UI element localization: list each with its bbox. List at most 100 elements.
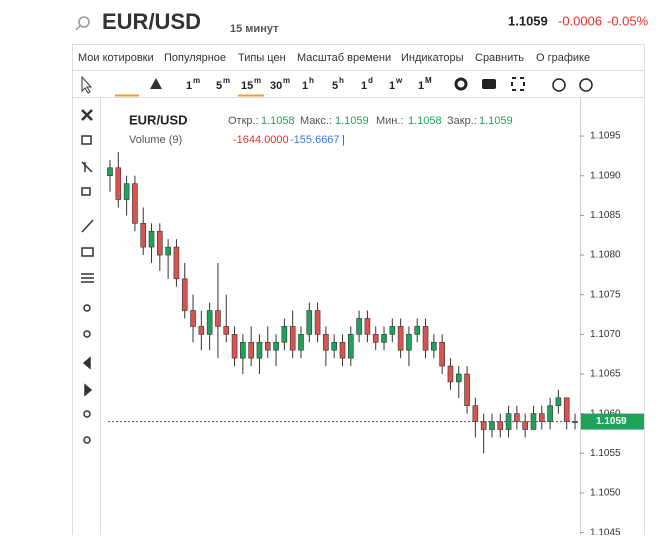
timeframe-unit[interactable]: h (339, 76, 344, 85)
timeframe-unit[interactable]: w (395, 76, 403, 85)
candle-body (422, 326, 429, 351)
timeframe[interactable]: 1 (361, 80, 367, 92)
candle-body (123, 183, 130, 200)
menu-item[interactable]: Сравнить (475, 52, 524, 64)
settings[interactable] (454, 77, 468, 91)
candle-body (563, 397, 570, 422)
candle-body (240, 341, 246, 359)
area-type[interactable] (150, 78, 162, 89)
timeframe[interactable]: 1 (389, 80, 395, 92)
draw-tool[interactable] (81, 187, 91, 196)
candle-body (497, 421, 504, 430)
candle-body (339, 341, 346, 359)
candle-body (157, 230, 163, 256)
timeframe[interactable]: 30 (270, 80, 282, 92)
candle-body (306, 310, 313, 335)
fib-tool[interactable] (81, 273, 94, 283)
zoom-tool[interactable] (83, 436, 91, 444)
volume-value: -1644.0000 (233, 134, 289, 146)
menu-item[interactable]: Популярное (164, 52, 226, 64)
candle-body (389, 326, 396, 335)
cursor-tool[interactable] (81, 75, 93, 94)
fullscreen[interactable] (511, 77, 525, 91)
candle-body (198, 326, 205, 335)
candle-body (464, 373, 470, 407)
candle-body (381, 334, 387, 343)
candle-body (514, 413, 520, 422)
legend-symbol: EUR/USD (129, 112, 188, 127)
candle-body (256, 341, 263, 359)
candle-body (115, 167, 122, 200)
legend-label: Откр.: (228, 115, 259, 127)
candle-body (107, 167, 113, 177)
menu-item[interactable]: Мои котировки (78, 52, 154, 64)
timeframe-unit[interactable]: h (309, 76, 314, 85)
timeframe[interactable]: 5 (332, 80, 338, 92)
volume-label: Volume (9) (129, 134, 182, 146)
candle-body (489, 421, 495, 430)
close-tool[interactable] (81, 109, 93, 121)
candle-body (547, 405, 553, 422)
timeframe[interactable]: 5 (216, 80, 222, 92)
y-tick-label: 1.1085 (590, 210, 621, 221)
candle-body (298, 334, 304, 351)
candle-body (447, 365, 454, 383)
scroll-left[interactable] (82, 356, 91, 370)
menu-item[interactable]: О графике (536, 52, 590, 64)
timeframe-unit[interactable]: m (193, 76, 200, 85)
price: 1.1059 (508, 13, 548, 28)
zoom-out[interactable] (83, 330, 91, 338)
candle-body (165, 246, 171, 256)
menu-item[interactable]: Типы цен (238, 52, 286, 64)
legend-label: Макс.: (300, 115, 332, 127)
candle-body (289, 326, 296, 351)
legend-value: 1.1059 (479, 115, 513, 127)
zoom-in[interactable] (83, 304, 91, 312)
menu-item[interactable]: Индикаторы (401, 52, 464, 64)
line-tool[interactable] (81, 219, 94, 233)
download[interactable] (552, 78, 566, 92)
volume-value: -155.6667 (290, 134, 340, 146)
timeframe[interactable]: 1 (186, 80, 192, 92)
candle-body (522, 421, 528, 430)
draw-tool[interactable] (81, 135, 92, 145)
timeframe[interactable]: 1 (302, 80, 308, 92)
candle-body (538, 413, 545, 422)
timeframe-unit[interactable]: m (283, 76, 290, 85)
legend-label: Мин.: (376, 115, 404, 127)
y-tick-label: 1.1095 (590, 131, 621, 142)
candle-body (231, 334, 238, 359)
y-tick-label: 1.1050 (590, 488, 621, 499)
last-price-label: 1.1059 (596, 416, 627, 427)
y-tick-label: 1.1090 (590, 170, 621, 181)
menu-item[interactable]: Масштаб времени (297, 52, 391, 64)
y-tick-label: 1.1055 (590, 448, 621, 459)
candle-body (356, 318, 362, 335)
upload[interactable] (579, 78, 593, 92)
candle-body (148, 230, 155, 248)
candle-body (173, 246, 180, 280)
zoom-tool[interactable] (83, 410, 91, 418)
timeframe[interactable]: 15 (241, 80, 253, 92)
scroll-right[interactable] (84, 383, 93, 397)
timeframe-unit[interactable]: m (254, 76, 261, 85)
screenshot[interactable] (482, 79, 496, 89)
candle-body (348, 334, 354, 359)
last-price-tag (581, 413, 644, 430)
timeframe-unit[interactable]: m (223, 76, 230, 85)
timeframe-unit[interactable]: M (425, 76, 432, 85)
rect-tool[interactable] (81, 247, 94, 257)
draw-tool[interactable] (81, 161, 93, 173)
candle-body (431, 341, 437, 351)
candle-body (455, 373, 462, 383)
candle-body (140, 223, 147, 248)
candle-body (414, 326, 421, 335)
candle-body (372, 334, 379, 343)
search-icon[interactable] (78, 16, 90, 28)
legend-value: 1.1058 (408, 115, 442, 127)
timeframe-unit[interactable]: d (368, 76, 373, 85)
timeframe[interactable]: 1 (418, 80, 424, 92)
search-icon-handle (75, 25, 81, 31)
change: -0.0006 (558, 13, 602, 28)
